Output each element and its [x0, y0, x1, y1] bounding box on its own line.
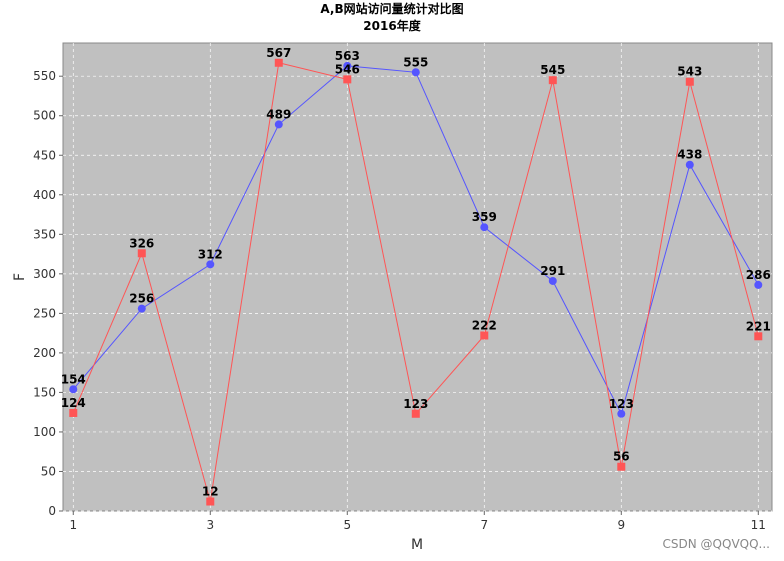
data-point: [685, 160, 694, 169]
y-tick-label: 100: [33, 425, 56, 439]
data-point: [548, 276, 557, 285]
x-tick-label: 11: [751, 518, 766, 532]
data-label: 438: [677, 148, 702, 162]
data-label: 555: [403, 55, 428, 69]
data-point: [69, 385, 78, 394]
data-labels: 154 256 312 489 563 555 359 291 123 438 286 124 326 1…: [61, 46, 771, 499]
data-label: 545: [540, 63, 565, 77]
series-1: [69, 61, 763, 418]
data-label: 312: [198, 247, 223, 261]
y-axis-label: F: [12, 273, 28, 281]
data-label: 291: [540, 264, 565, 278]
chart-title: A,B网站访问量统计对比图: [320, 1, 463, 16]
y-tick-label: 500: [33, 109, 56, 123]
data-label: 221: [746, 319, 771, 333]
data-label: 12: [202, 485, 219, 499]
data-point: [206, 260, 215, 269]
data-point: [411, 68, 420, 77]
plot-area: [62, 42, 773, 512]
y-tick-label: 150: [33, 385, 56, 399]
data-point: [69, 408, 78, 417]
data-label: 563: [335, 49, 360, 63]
data-label: 123: [403, 397, 428, 411]
data-label: 123: [609, 397, 634, 411]
axes: 0 50 100 150 200 250 300 350 400 450 500 550 1 3 5 7 9 11: [33, 69, 766, 532]
data-point: [480, 223, 489, 232]
data-label: 154: [61, 372, 86, 386]
data-point: [137, 304, 146, 313]
data-point: [343, 61, 352, 70]
y-tick-label: 50: [41, 464, 56, 478]
y-tick-label: 450: [33, 148, 56, 162]
x-tick-label: 3: [206, 518, 214, 532]
y-tick-label: 350: [33, 227, 56, 241]
data-label: 222: [472, 319, 497, 333]
data-label: 546: [335, 62, 360, 76]
data-label: 256: [129, 292, 154, 306]
watermark-text: CSDN @QQVQQ...: [663, 537, 770, 551]
data-point: [411, 409, 420, 418]
data-point: [617, 409, 626, 418]
chart-subtitle: 2016年度: [363, 18, 421, 33]
x-tick-label: 5: [343, 518, 351, 532]
data-point: [754, 332, 763, 341]
y-tick-label: 300: [33, 267, 56, 281]
y-tick-label: 200: [33, 346, 56, 360]
data-label: 286: [746, 268, 771, 282]
data-point: [274, 58, 283, 67]
data-point: [754, 280, 763, 289]
data-point: [137, 249, 146, 258]
data-point: [685, 77, 694, 86]
series-layer: [69, 58, 763, 506]
data-point: [274, 120, 283, 129]
data-point: [343, 75, 352, 84]
data-label: 56: [613, 450, 630, 464]
data-point: [548, 76, 557, 85]
data-label: 326: [129, 236, 154, 250]
data-point: [617, 462, 626, 471]
y-tick-label: 400: [33, 188, 56, 202]
data-label: 543: [677, 65, 702, 79]
data-label: 567: [266, 46, 291, 60]
x-tick-label: 7: [480, 518, 488, 532]
series-2: [69, 58, 763, 506]
x-axis-label: M: [411, 537, 423, 553]
x-tick-label: 1: [69, 518, 77, 532]
data-label: 359: [472, 210, 497, 224]
y-tick-label: 250: [33, 306, 56, 320]
data-point: [206, 497, 215, 506]
data-label: 124: [61, 396, 86, 410]
data-label: 489: [266, 107, 291, 121]
y-tick-label: 550: [33, 69, 56, 83]
grid-lines: [63, 43, 772, 512]
x-tick-label: 9: [617, 518, 625, 532]
data-point: [480, 331, 489, 340]
y-tick-label: 0: [48, 504, 56, 518]
